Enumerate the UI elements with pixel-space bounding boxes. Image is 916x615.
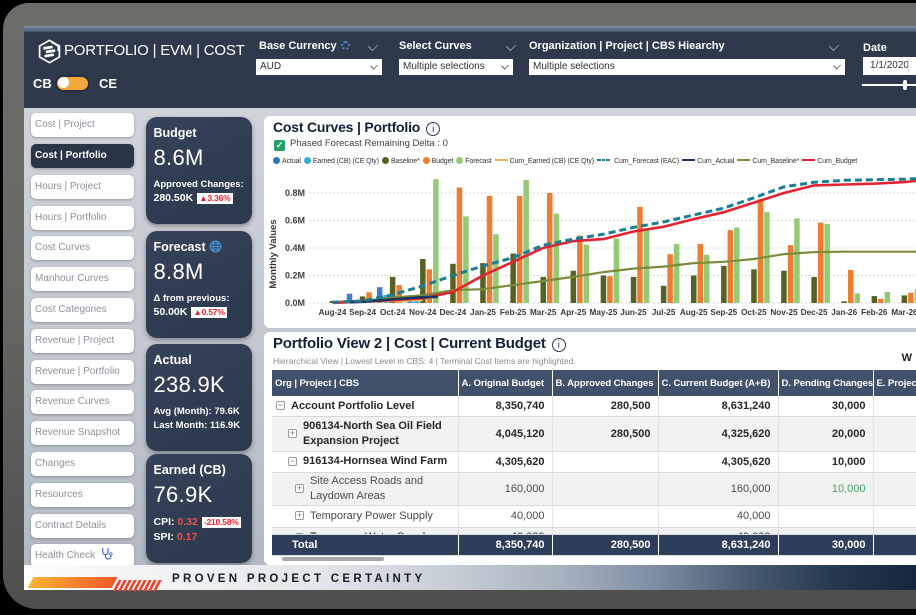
svg-text:0.0M: 0.0M [285, 298, 305, 308]
svg-text:Jan-26: Jan-26 [831, 308, 857, 317]
svg-text:May-25: May-25 [590, 308, 618, 317]
svg-text:Sep-24: Sep-24 [349, 308, 376, 317]
svg-text:Apr-25: Apr-25 [560, 308, 586, 317]
svg-text:Jun-25: Jun-25 [620, 308, 647, 317]
svg-text:0.6M: 0.6M [285, 216, 305, 226]
svg-text:Aug-25: Aug-25 [680, 308, 708, 317]
svg-text:Dec-24: Dec-24 [439, 308, 466, 317]
svg-text:Feb-26: Feb-26 [861, 308, 888, 317]
svg-text:Jul-25: Jul-25 [652, 308, 676, 317]
svg-text:Mar-26: Mar-26 [891, 308, 916, 317]
svg-text:Dec-25: Dec-25 [801, 308, 828, 317]
svg-text:0.8M: 0.8M [285, 188, 305, 198]
svg-text:Monthly Values: Monthly Values [268, 219, 279, 288]
svg-text:Jan-25: Jan-25 [470, 308, 496, 317]
svg-text:Oct-24: Oct-24 [380, 308, 406, 317]
svg-text:Feb-25: Feb-25 [500, 308, 527, 317]
svg-text:Sep-25: Sep-25 [710, 308, 737, 317]
svg-text:0.2M: 0.2M [285, 271, 305, 281]
svg-text:Nov-24: Nov-24 [409, 308, 437, 317]
svg-text:Oct-25: Oct-25 [741, 308, 767, 317]
svg-text:Aug-24: Aug-24 [319, 308, 347, 317]
svg-text:Mar-25: Mar-25 [530, 308, 557, 317]
svg-text:Nov-25: Nov-25 [770, 308, 798, 317]
svg-text:0.4M: 0.4M [285, 243, 305, 253]
